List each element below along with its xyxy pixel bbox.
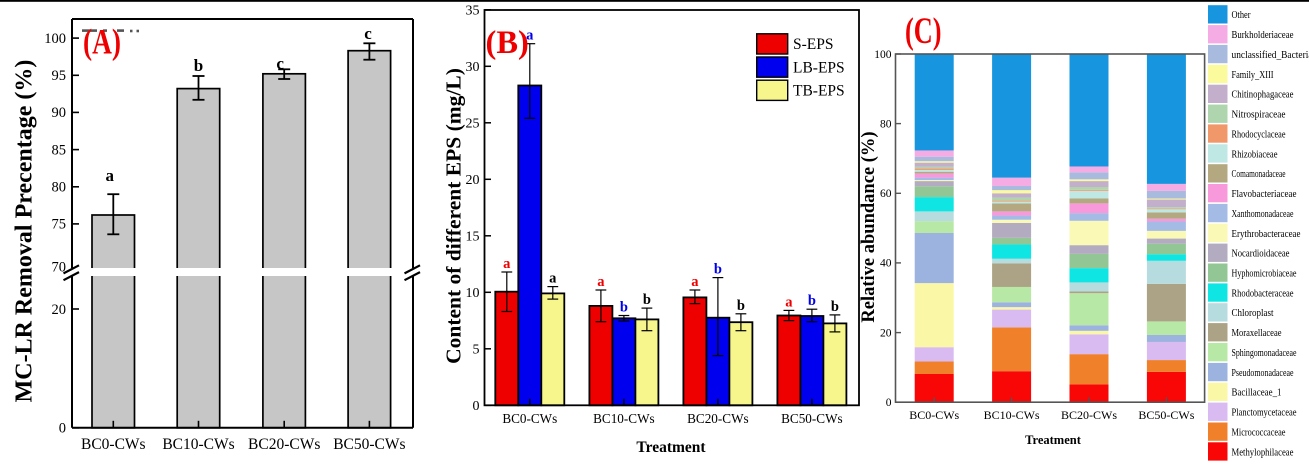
svg-text:Rhodobacteraceae: Rhodobacteraceae [1232, 287, 1294, 299]
svg-text:75: 75 [52, 217, 67, 233]
svg-text:Sphingomonadaceae: Sphingomonadaceae [1232, 347, 1297, 359]
svg-text:Treatment: Treatment [1025, 433, 1082, 447]
svg-text:a: a [597, 274, 605, 290]
svg-text:Methylophilaceae: Methylophilaceae [1232, 446, 1294, 458]
svg-text:b: b [737, 298, 745, 314]
svg-text:unclassified_Bacteria: unclassified_Bacteria [1232, 49, 1309, 61]
svg-text:S-EPS: S-EPS [793, 36, 834, 53]
svg-text:Flavobacteriaceae: Flavobacteriaceae [1232, 188, 1297, 200]
svg-text:a: a [503, 256, 511, 272]
svg-text:0: 0 [886, 397, 892, 409]
svg-text:b: b [831, 299, 839, 315]
svg-text:a: a [691, 274, 699, 290]
svg-text:Burkholderiaceae: Burkholderiaceae [1232, 29, 1294, 41]
svg-text:a: a [549, 271, 557, 287]
svg-text:Treatment: Treatment [636, 439, 706, 456]
svg-text:BC50-CWs: BC50-CWs [333, 436, 405, 453]
svg-text:MC-LR Removal Precentage (%): MC-LR Removal Precentage (%) [12, 60, 38, 403]
svg-text:25: 25 [466, 117, 480, 132]
svg-text:20: 20 [466, 173, 480, 188]
svg-text:95: 95 [52, 68, 67, 84]
svg-text:Chitinophagaceae: Chitinophagaceae [1232, 89, 1294, 101]
svg-text:a: a [785, 294, 793, 310]
svg-text:BC10-CWs: BC10-CWs [593, 411, 655, 426]
svg-text:Content of different EPS (mg/L: Content of different EPS (mg/L) [442, 68, 466, 364]
svg-text:85: 85 [52, 142, 67, 158]
svg-text:100: 100 [44, 31, 66, 47]
svg-text:BC0-CWs: BC0-CWs [909, 408, 959, 422]
svg-text:BC50-CWs: BC50-CWs [781, 411, 843, 426]
svg-text:BC0-CWs: BC0-CWs [81, 436, 146, 453]
svg-text:TB-EPS: TB-EPS [793, 83, 845, 100]
svg-text:70: 70 [52, 260, 67, 276]
svg-text:Nitrospiraceae: Nitrospiraceae [1232, 109, 1286, 121]
svg-text:(B): (B) [486, 25, 529, 61]
svg-text:b: b [194, 56, 203, 75]
svg-text:BC0-CWs: BC0-CWs [502, 411, 557, 426]
svg-text:40: 40 [880, 258, 892, 270]
svg-text:Hyphomicrobiaceae: Hyphomicrobiaceae [1232, 268, 1297, 280]
svg-text:Planctomycetaceae: Planctomycetaceae [1232, 407, 1297, 419]
svg-text:100: 100 [874, 49, 892, 61]
svg-text:Rhizobiaceae: Rhizobiaceae [1232, 148, 1278, 160]
svg-text:(C): (C) [905, 10, 942, 51]
svg-text:BC20-CWs: BC20-CWs [248, 436, 320, 453]
svg-text:Nocardioidaceae: Nocardioidaceae [1232, 248, 1290, 260]
svg-text:BC20-CWs: BC20-CWs [1061, 408, 1117, 422]
svg-text:Bacillaceae_1: Bacillaceae_1 [1232, 387, 1282, 399]
svg-text:0: 0 [473, 399, 480, 414]
svg-text:15: 15 [466, 230, 480, 245]
svg-text:b: b [808, 293, 816, 309]
svg-text:35: 35 [466, 4, 480, 19]
svg-text:20: 20 [52, 302, 67, 318]
svg-text:Comamonadaceae: Comamonadaceae [1232, 168, 1286, 180]
svg-text:(A): (A) [83, 21, 121, 61]
svg-text:Xanthomonadaceae: Xanthomonadaceae [1232, 208, 1294, 220]
svg-text:10: 10 [466, 286, 480, 301]
svg-text:5: 5 [473, 343, 480, 358]
svg-text:Pseudomonadaceae: Pseudomonadaceae [1232, 367, 1294, 379]
svg-text:20: 20 [880, 327, 892, 339]
svg-text:0: 0 [59, 421, 66, 437]
svg-text:b: b [643, 292, 651, 308]
svg-text:30: 30 [466, 60, 480, 75]
svg-text:80: 80 [880, 118, 892, 130]
svg-text:BC10-CWs: BC10-CWs [984, 408, 1040, 422]
svg-text:c: c [364, 24, 372, 43]
svg-text:BC50-CWs: BC50-CWs [1138, 408, 1194, 422]
svg-text:Chloroplast: Chloroplast [1232, 307, 1274, 319]
svg-text:Rhodocyclaceae: Rhodocyclaceae [1232, 128, 1286, 140]
svg-text:b: b [714, 262, 722, 278]
svg-text:a: a [106, 166, 115, 185]
svg-text:BC10-CWs: BC10-CWs [162, 436, 234, 453]
svg-text:Erythrobacteraceae: Erythrobacteraceae [1232, 228, 1301, 240]
svg-text:90: 90 [52, 105, 67, 121]
svg-text:Relative abundance (%): Relative abundance (%) [859, 131, 879, 322]
svg-text:80: 80 [52, 180, 67, 196]
svg-text:b: b [620, 300, 628, 316]
svg-text:60: 60 [880, 188, 892, 200]
svg-text:Moraxellaceae: Moraxellaceae [1232, 327, 1282, 339]
svg-text:Other: Other [1232, 9, 1251, 21]
svg-text:LB-EPS: LB-EPS [793, 59, 845, 76]
svg-text:BC20-CWs: BC20-CWs [687, 411, 749, 426]
svg-text:Family_XIII: Family_XIII [1232, 69, 1274, 81]
svg-text:c: c [276, 54, 284, 73]
svg-text:Micrococcaceae: Micrococcaceae [1232, 427, 1286, 439]
